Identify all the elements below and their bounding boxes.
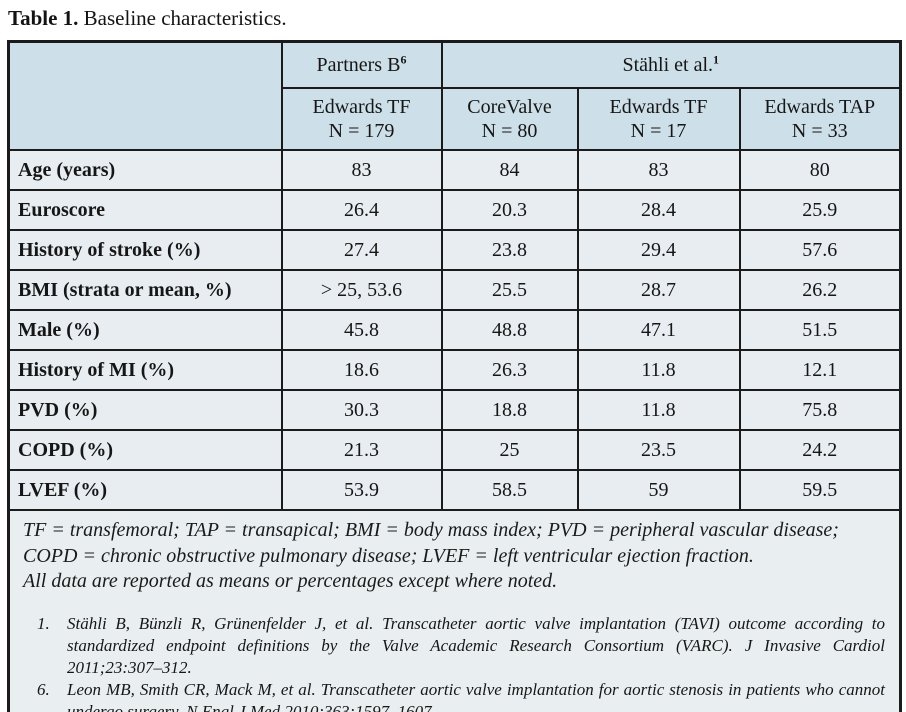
table-row-lvef: LVEF (%) 53.9 58.5 59 59.5 bbox=[7, 469, 902, 512]
row-label: BMI (strata or mean, %) bbox=[7, 269, 283, 312]
cell-value: 26.2 bbox=[738, 269, 902, 312]
reference-number: 1. bbox=[37, 613, 50, 633]
row-label: Euroscore bbox=[7, 189, 283, 232]
cell-value: 21.3 bbox=[280, 429, 443, 472]
cell-value: 83 bbox=[280, 149, 443, 192]
row-label: Male (%) bbox=[7, 309, 283, 352]
column-header-device: Edwards TF bbox=[312, 96, 411, 119]
cell-value: 25 bbox=[440, 429, 579, 472]
table-title: Table 1. Baseline characteristics. bbox=[8, 6, 899, 31]
column-header-row: Edwards TF N = 179 CoreValve N = 80 Edwa… bbox=[9, 87, 902, 152]
table-row-age: Age (years) 83 84 83 80 bbox=[7, 149, 902, 192]
cell-value: 75.8 bbox=[738, 389, 902, 432]
column-header-n: N = 179 bbox=[328, 120, 395, 143]
cell-value: 48.8 bbox=[440, 309, 579, 352]
reference-text: Stähli B, Bünzli R, Grünenfelder J, et a… bbox=[67, 613, 885, 678]
group-header-row: Partners B6 Stähli et al.1 bbox=[7, 40, 902, 152]
cell-value: 11.8 bbox=[576, 349, 741, 392]
cell-value: 51.5 bbox=[738, 309, 902, 352]
column-header-n: N = 33 bbox=[791, 120, 848, 143]
table-row-male: Male (%) 45.8 48.8 47.1 51.5 bbox=[7, 309, 902, 352]
abbreviations-footnote: TF = transfemoral; TAP = transapical; BM… bbox=[23, 519, 839, 567]
table-row-pvd: PVD (%) 30.3 18.8 11.8 75.8 bbox=[7, 389, 902, 432]
cell-value: 29.4 bbox=[576, 229, 741, 272]
cell-value: 12.1 bbox=[738, 349, 902, 392]
cell-value: 28.7 bbox=[576, 269, 741, 312]
reference-item: 6. Leon MB, Smith CR, Mack M, et al. Tra… bbox=[23, 679, 887, 712]
cell-value: 30.3 bbox=[280, 389, 443, 432]
data-reporting-footnote: All data are reported as means or percen… bbox=[23, 570, 558, 593]
cell-value: 11.8 bbox=[576, 389, 741, 432]
footnote-cell: TF = transfemoral; TAP = transapical; BM… bbox=[7, 509, 902, 712]
baseline-characteristics-table: Partners B6 Stähli et al.1 Edwards TF N … bbox=[7, 40, 902, 712]
cell-value: 24.2 bbox=[738, 429, 902, 472]
cell-value: 57.6 bbox=[738, 229, 902, 272]
cell-value: 59 bbox=[576, 469, 741, 512]
group-header-label: Partners B bbox=[316, 54, 401, 77]
cell-value: 25.5 bbox=[440, 269, 579, 312]
row-label: History of stroke (%) bbox=[7, 229, 283, 272]
column-header-device: Edwards TF bbox=[609, 96, 708, 119]
cell-value: 53.9 bbox=[280, 469, 443, 512]
column-header-edwards-tap-33: Edwards TAP N = 33 bbox=[738, 87, 902, 152]
cell-value: 27.4 bbox=[280, 229, 443, 272]
cell-value: 26.4 bbox=[280, 189, 443, 232]
column-header-corevalve-80: CoreValve N = 80 bbox=[440, 87, 579, 152]
cell-value: 83 bbox=[576, 149, 741, 192]
row-label: History of MI (%) bbox=[7, 349, 283, 392]
table-row-bmi: BMI (strata or mean, %) > 25, 53.6 25.5 … bbox=[7, 269, 902, 312]
table-footer: TF = transfemoral; TAP = transapical; BM… bbox=[7, 509, 902, 712]
cell-value: 28.4 bbox=[576, 189, 741, 232]
reference-list: 1. Stähli B, Bünzli R, Grünenfelder J, e… bbox=[23, 613, 887, 712]
column-header-device: CoreValve bbox=[467, 96, 552, 119]
column-header-n: N = 80 bbox=[481, 120, 538, 143]
cell-value: > 25, 53.6 bbox=[280, 269, 443, 312]
column-header-edwards-tf-179: Edwards TF N = 179 bbox=[280, 87, 443, 152]
reference-text: Leon MB, Smith CR, Mack M, et al. Transc… bbox=[67, 680, 885, 712]
cell-value: 59.5 bbox=[738, 469, 902, 512]
cell-value: 84 bbox=[440, 149, 579, 192]
cell-value: 20.3 bbox=[440, 189, 579, 232]
group-header-citation-sup: 6 bbox=[400, 52, 407, 67]
table-title-text: Baseline characteristics. bbox=[83, 6, 287, 30]
cell-value: 18.6 bbox=[280, 349, 443, 392]
row-label: Age (years) bbox=[7, 149, 283, 192]
row-label: PVD (%) bbox=[7, 389, 283, 432]
column-header-device: Edwards TAP bbox=[764, 96, 876, 119]
table-row-euroscore: Euroscore 26.4 20.3 28.4 25.9 bbox=[7, 189, 902, 232]
row-label: COPD (%) bbox=[7, 429, 283, 472]
column-header-edwards-tf-17: Edwards TF N = 17 bbox=[576, 87, 741, 152]
cell-value: 58.5 bbox=[440, 469, 579, 512]
cell-value: 80 bbox=[738, 149, 902, 192]
reference-number: 6. bbox=[37, 680, 50, 700]
corner-cell bbox=[7, 40, 283, 152]
cell-value: 45.8 bbox=[280, 309, 443, 352]
row-label: LVEF (%) bbox=[7, 469, 283, 512]
table-header: Partners B6 Stähli et al.1 Edwards TF N … bbox=[7, 40, 902, 152]
cell-value: 47.1 bbox=[576, 309, 741, 352]
cell-value: 23.5 bbox=[576, 429, 741, 472]
cell-value: 23.8 bbox=[440, 229, 579, 272]
column-header-n: N = 17 bbox=[630, 120, 687, 143]
table-row-copd: COPD (%) 21.3 25 23.5 24.2 bbox=[7, 429, 902, 472]
cell-value: 25.9 bbox=[738, 189, 902, 232]
table-body: Age (years) 83 84 83 80 Euroscore 26.4 2… bbox=[7, 149, 902, 512]
table-row-history-of-stroke: History of stroke (%) 27.4 23.8 29.4 57.… bbox=[7, 229, 902, 272]
reference-item: 1. Stähli B, Bünzli R, Grünenfelder J, e… bbox=[23, 613, 887, 679]
group-header-stahli: Stähli et al.1 bbox=[440, 40, 902, 90]
table-row-history-of-mi: History of MI (%) 18.6 26.3 11.8 12.1 bbox=[7, 349, 902, 392]
cell-value: 26.3 bbox=[440, 349, 579, 392]
group-header-partners-b: Partners B6 bbox=[280, 40, 443, 90]
group-header-citation-sup: 1 bbox=[713, 52, 720, 67]
table-title-label: Table 1. bbox=[8, 6, 79, 30]
cell-value: 18.8 bbox=[440, 389, 579, 432]
footer-row: TF = transfemoral; TAP = transapical; BM… bbox=[7, 509, 902, 712]
group-header-label: Stähli et al. bbox=[622, 54, 714, 77]
